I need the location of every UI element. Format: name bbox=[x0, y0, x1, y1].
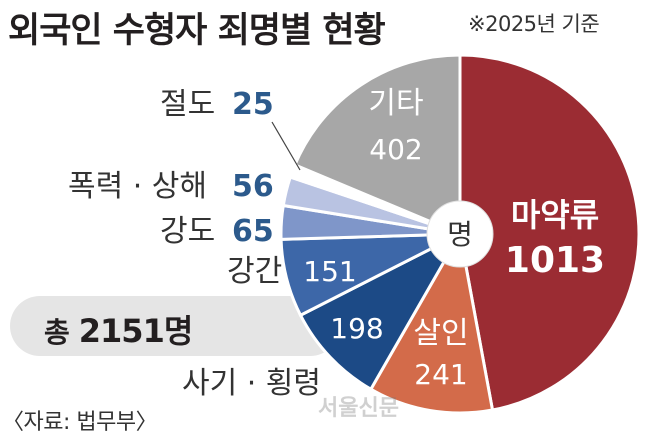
slice-value-강간: 151 bbox=[303, 255, 356, 288]
pie-slices bbox=[279, 53, 641, 415]
slice-value-폭력-상해: 56 bbox=[232, 169, 274, 204]
slice-value-강도: 65 bbox=[232, 214, 274, 249]
pie-center-unit: 명 bbox=[447, 218, 473, 251]
total-value: 2151명 bbox=[78, 312, 194, 350]
pie-center-hole bbox=[426, 200, 494, 268]
slice-value-절도: 25 bbox=[232, 87, 274, 122]
chart-title: 외국인 수형자 죄명별 현황 bbox=[8, 11, 386, 51]
slice-label-살인: 살인 bbox=[413, 316, 468, 351]
pie-slice-사기-횡령 bbox=[298, 230, 464, 392]
pie-slice-기타 bbox=[292, 53, 462, 237]
total-label: 총 2151명 bbox=[44, 306, 194, 352]
total-pill bbox=[10, 296, 340, 356]
source-note: 〈자료: 법무부〉 bbox=[2, 410, 158, 435]
pie-slice-마약류 bbox=[458, 53, 641, 412]
total-label-prefix: 총 bbox=[44, 316, 70, 349]
slice-value-사기-횡령: 198 bbox=[330, 312, 383, 345]
slice-label-마약류: 마약류 bbox=[511, 196, 599, 234]
slice-label-절도: 절도 bbox=[160, 87, 215, 122]
slice-label-강간: 강간 bbox=[227, 254, 282, 289]
slice-value-마약류: 1013 bbox=[505, 240, 605, 281]
watermark: 서울신문 bbox=[318, 396, 399, 421]
chart-subtitle: ※2025년 기준 bbox=[468, 12, 600, 36]
slice-label-강도: 강도 bbox=[160, 214, 215, 249]
slice-label-폭력-상해: 폭력 · 상해 bbox=[68, 169, 207, 204]
leader-line-절도 bbox=[271, 121, 301, 171]
slice-value-기타: 402 bbox=[369, 133, 422, 166]
pie-slice-살인 bbox=[368, 229, 495, 415]
slice-label-사기-횡령: 사기 · 횡령 bbox=[182, 366, 321, 401]
pie-labels: 마약류 1013 살인 241 198 사기 · 횡령 151 강간 강도 65 폭력 · 상해 56… bbox=[68, 86, 605, 401]
slice-label-기타: 기타 bbox=[368, 86, 423, 121]
slice-value-살인: 241 bbox=[414, 358, 467, 391]
